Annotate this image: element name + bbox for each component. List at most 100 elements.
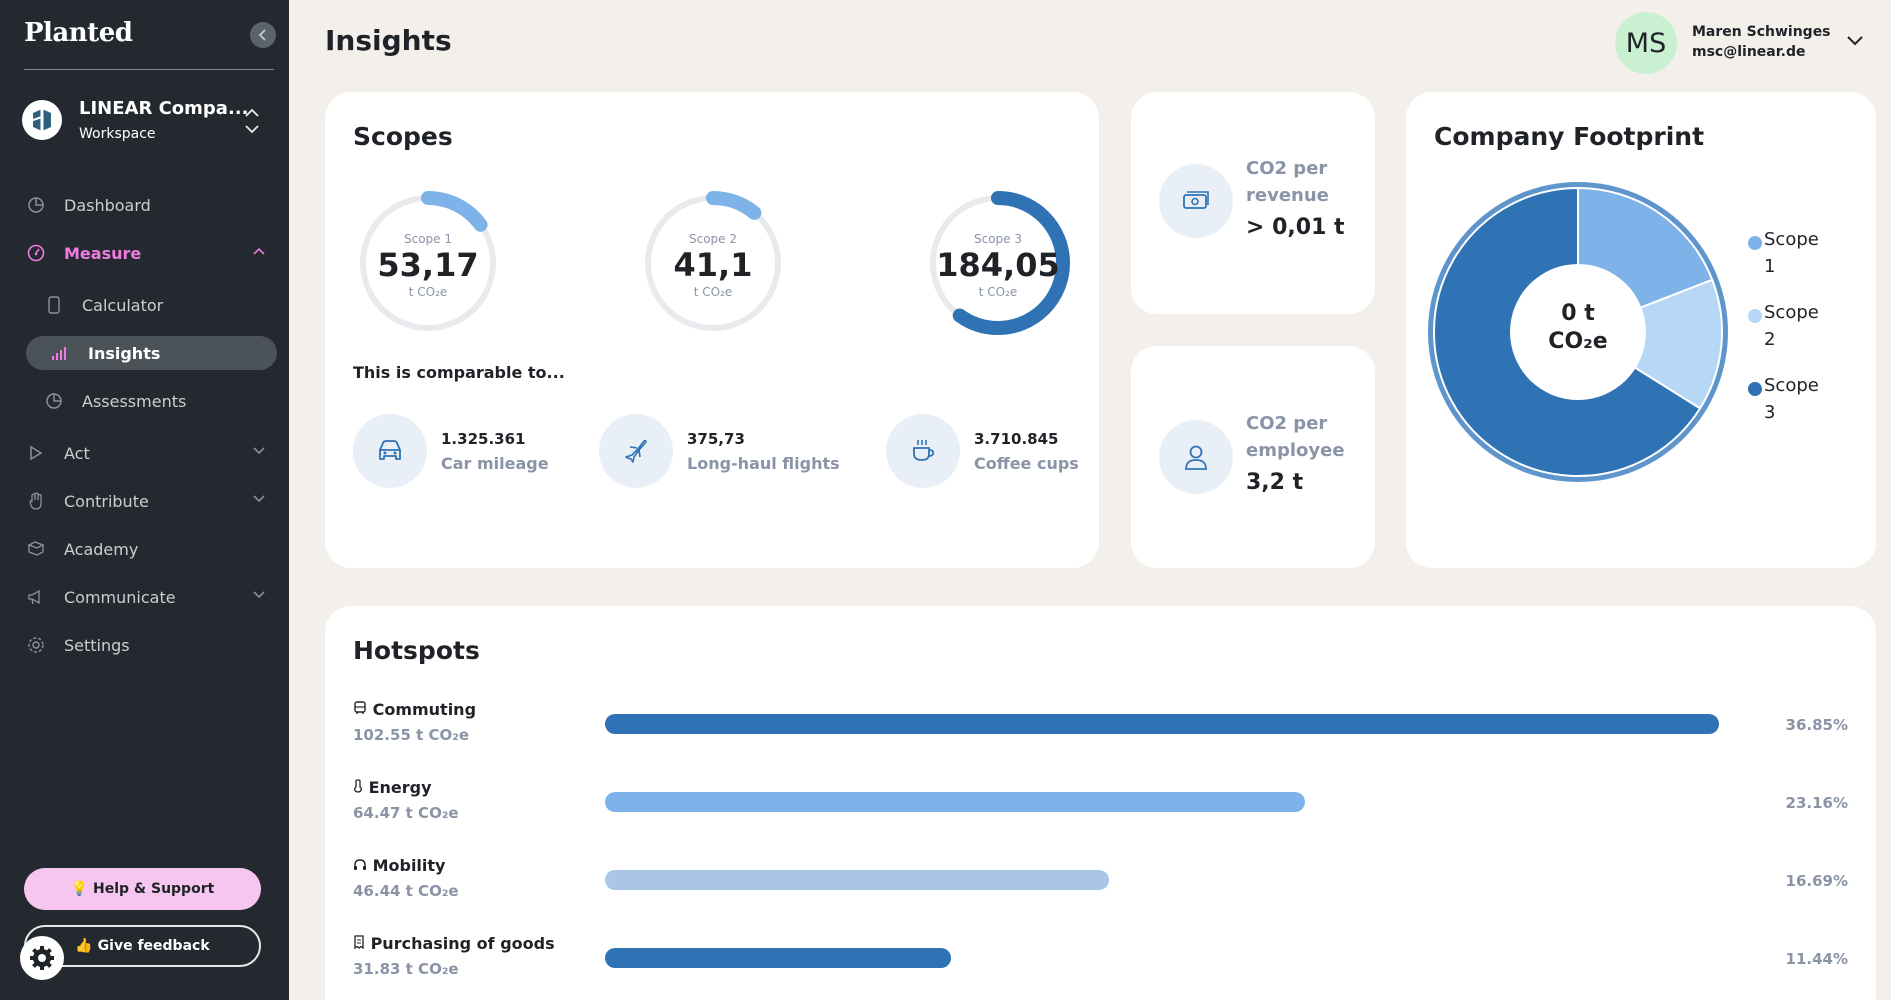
hand-icon: [26, 491, 46, 511]
user-menu[interactable]: MS Maren Schwinges msc@linear.de: [1615, 12, 1865, 74]
pie-chart-icon: [26, 195, 46, 215]
co2-per-employee-card: CO2 per employee 3,2 t: [1131, 346, 1375, 568]
co2-per-revenue-card: CO2 per revenue > 0,01 t: [1131, 92, 1375, 314]
co2-per-employee-label: CO2 per employee: [1246, 413, 1345, 461]
footprint-total: 0 t: [1561, 301, 1595, 326]
workspace-switcher[interactable]: LINEAR Compa... Workspace: [22, 98, 262, 148]
scope3-label: Scope 3: [973, 232, 1022, 246]
settings-fab[interactable]: [20, 936, 64, 980]
compare-title: This is comparable to...: [353, 363, 565, 382]
scope2-unit: t CO₂e: [693, 285, 733, 299]
hotspot-commuting-fill: [605, 714, 1719, 734]
nav-academy[interactable]: Academy: [26, 532, 276, 566]
hotspot-purchasing-name: Purchasing of goods: [353, 934, 555, 953]
nav-calculator[interactable]: Calculator: [44, 288, 277, 322]
hotspot-commuting-bar: [605, 714, 1721, 734]
nav-measure[interactable]: Measure: [26, 236, 276, 270]
comparison-flights: 375,73 Long-haul flights: [599, 414, 840, 490]
hotspot-energy-label: Energy: [368, 778, 432, 797]
car-mileage-label: Car mileage: [441, 454, 549, 473]
gauge-ring: [641, 191, 785, 335]
chevron-down-icon: [253, 495, 265, 503]
chevron-up-icon: [253, 247, 265, 255]
nav-insights-label: Insights: [88, 343, 161, 363]
scope1-value: 53,17: [377, 246, 479, 284]
hotspots-card: Hotspots Commuting 102.55 t CO₂e 36.85% …: [325, 606, 1876, 1000]
planted-logo: Planted: [24, 18, 133, 48]
nav-contribute[interactable]: Contribute: [26, 484, 276, 518]
nav-communicate-label: Communicate: [64, 587, 176, 607]
hotspot-commuting-percent: 36.85%: [1785, 716, 1848, 734]
coffee-label: Coffee cups: [974, 454, 1079, 473]
nav-dashboard[interactable]: Dashboard: [26, 188, 276, 222]
hotspot-purchasing-value: 31.83 t CO₂e: [353, 960, 459, 978]
gauge-ring: [926, 191, 1070, 335]
nav-dashboard-label: Dashboard: [64, 195, 151, 215]
nav-communicate[interactable]: Communicate: [26, 580, 276, 614]
chevron-down-icon: [1847, 36, 1863, 46]
megaphone-icon: [26, 587, 46, 607]
hotspot-energy-bar: [605, 792, 1721, 812]
company-footprint-card: Company Footprint 0 t CO₂e Scope 1 Scope…: [1406, 92, 1876, 568]
co2-per-employee-value: 3,2 t: [1246, 470, 1304, 495]
play-icon: [26, 443, 46, 463]
user-icon: [1159, 420, 1233, 494]
scopes-title: Scopes: [353, 122, 453, 151]
legend-scope3: Scope 3: [1748, 372, 1834, 426]
workspace-subtitle: Workspace: [79, 126, 156, 142]
comparison-car: 1.325.361 Car mileage: [353, 414, 583, 490]
hotspot-commuting-value: 102.55 t CO₂e: [353, 726, 470, 744]
nav-insights[interactable]: Insights: [26, 336, 277, 370]
gear-icon: [30, 946, 54, 970]
sidebar: Planted LINEAR Compa... Workspace Dashbo…: [0, 0, 289, 1000]
legend-dot: [1748, 236, 1762, 250]
receipt-icon: [354, 935, 364, 950]
pie-chart-icon: [44, 391, 64, 411]
coffee-value: 3.710.845: [974, 430, 1059, 448]
collapse-sidebar-button[interactable]: [250, 22, 276, 48]
footprint-title: Company Footprint: [1434, 122, 1705, 151]
hotspot-mobility-bar: [605, 870, 1721, 890]
legend-scope2: Scope 2: [1748, 299, 1834, 353]
thermometer-icon: [354, 779, 362, 793]
user-name: Maren Schwinges: [1692, 24, 1831, 40]
comparison-coffee: 3.710.845 Coffee cups: [886, 414, 1086, 490]
footprint-center: 0 t CO₂e: [1508, 300, 1648, 356]
flights-label: Long-haul flights: [687, 454, 840, 473]
co2-per-revenue-value: > 0,01 t: [1246, 215, 1345, 240]
donut-hole: [1510, 264, 1646, 400]
hotspot-purchasing-fill: [605, 948, 951, 968]
nav-assessments[interactable]: Assessments: [44, 384, 277, 418]
hotspot-energy-percent: 23.16%: [1785, 794, 1848, 812]
nav-act[interactable]: Act: [26, 436, 276, 470]
help-support-button[interactable]: 💡 Help & Support: [24, 868, 261, 910]
hotspot-mobility-label: Mobility: [372, 856, 446, 875]
nav-measure-label: Measure: [64, 243, 142, 263]
car-icon: [353, 414, 427, 488]
hotspot-energy-fill: [605, 792, 1305, 812]
nav-settings[interactable]: Settings: [26, 628, 276, 662]
hotspot-mobility-name: Mobility: [353, 856, 445, 875]
scope3-unit: t CO₂e: [978, 285, 1018, 299]
legend-scope1-label: Scope 1: [1764, 229, 1819, 277]
scope1-label: Scope 1: [403, 232, 452, 246]
nav-settings-label: Settings: [64, 635, 130, 655]
gear-icon: [26, 635, 46, 655]
scope2-value: 41,1: [673, 246, 753, 284]
footprint-unit: CO₂e: [1548, 329, 1608, 354]
nav-calculator-label: Calculator: [82, 295, 164, 315]
scope3-arc: [926, 191, 1070, 335]
workspace-name: LINEAR Compa...: [79, 98, 249, 119]
hotspot-commuting-label: Commuting: [372, 700, 477, 719]
hotspot-mobility-fill: [605, 870, 1109, 890]
footprint-donut: [1428, 182, 1728, 482]
car-mileage-value: 1.325.361: [441, 430, 526, 448]
nav-assessments-label: Assessments: [82, 391, 187, 411]
scopes-card: Scopes Scope 1 53,17 t CO₂e Scope 2 41,1…: [325, 92, 1099, 568]
chevron-left-icon: [258, 29, 266, 41]
money-icon: [1159, 164, 1233, 238]
book-icon: [26, 539, 46, 559]
scope1-unit: t CO₂e: [408, 285, 448, 299]
legend-dot: [1748, 382, 1762, 396]
legend-scope3-label: Scope 3: [1764, 375, 1819, 423]
